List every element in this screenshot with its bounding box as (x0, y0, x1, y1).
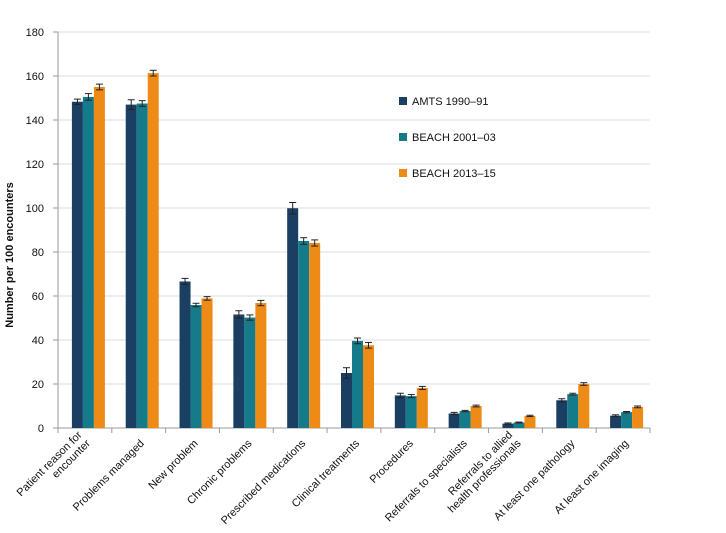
bar (610, 415, 622, 428)
bar (416, 387, 428, 428)
bar (287, 208, 299, 428)
y-tick-label: 20 (32, 379, 44, 391)
bar (233, 314, 245, 428)
bar (394, 395, 406, 428)
bar (309, 242, 321, 428)
y-tick-label: 0 (38, 423, 44, 435)
legend-label: BEACH 2001–03 (412, 132, 496, 144)
bar (556, 400, 568, 428)
bar (82, 96, 94, 429)
bar (502, 423, 514, 428)
bar (136, 103, 148, 428)
bar (513, 422, 525, 428)
grid-lines: 0 20 40 60 80 100 120 140 160 180 (26, 27, 650, 435)
bar (71, 101, 83, 429)
bar (341, 373, 352, 428)
y-tick-label: 40 (32, 335, 44, 347)
legend-label: AMTS 1990–91 (412, 96, 488, 108)
y-tick-label: 180 (26, 27, 44, 39)
bar (470, 406, 482, 428)
bar (578, 384, 590, 428)
y-axis-title: Number per 100 encounters (4, 182, 16, 328)
bar (567, 394, 579, 428)
bar (632, 406, 644, 428)
bar (621, 412, 633, 428)
bar (298, 241, 310, 428)
bar (125, 104, 137, 428)
legend-swatch (399, 169, 407, 177)
bar (179, 281, 191, 428)
bars (71, 69, 644, 429)
x-tick-label: Procedures (368, 437, 417, 486)
y-tick-label: 100 (26, 203, 44, 215)
bar (190, 305, 202, 428)
bar (524, 415, 536, 428)
bar (352, 340, 363, 428)
bar (459, 411, 471, 428)
legend: AMTS 1990–91 BEACH 2001–03 BEACH 2013–15 (399, 96, 496, 180)
y-tick-label: 120 (26, 159, 44, 171)
y-tick-label: 140 (26, 115, 44, 127)
y-tick-label: 60 (32, 291, 44, 303)
bar (147, 73, 159, 428)
bar (201, 298, 213, 428)
bar (255, 303, 267, 428)
y-tick-label: 160 (26, 71, 44, 83)
legend-swatch (399, 97, 407, 105)
bar (448, 413, 460, 428)
legend-label: BEACH 2013–15 (412, 168, 496, 180)
legend-swatch (399, 133, 407, 141)
y-tick-label: 80 (32, 247, 44, 259)
bar (405, 396, 417, 428)
bar (363, 345, 374, 428)
x-tick-label: New problem (146, 438, 200, 492)
bar (244, 317, 256, 428)
bar (93, 87, 105, 428)
